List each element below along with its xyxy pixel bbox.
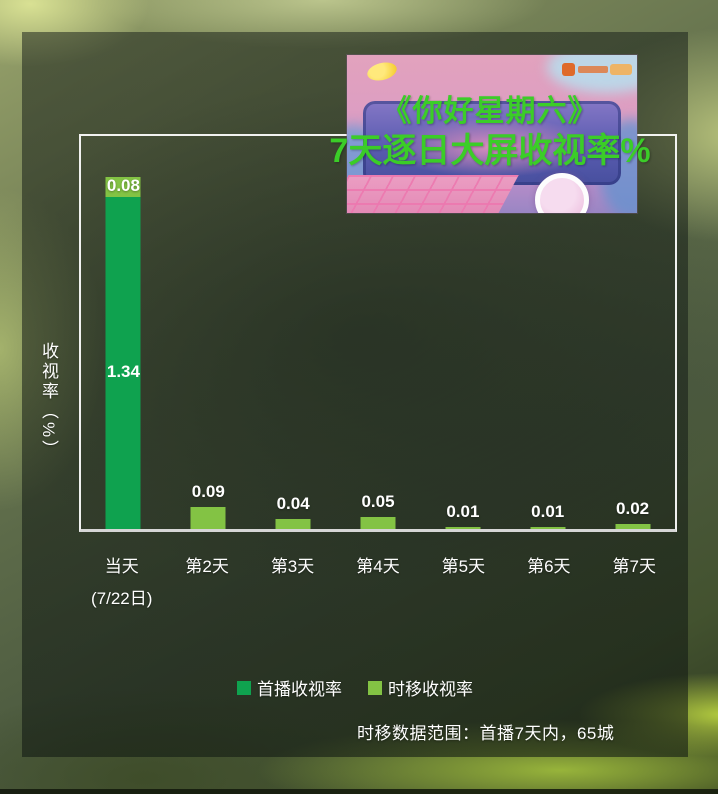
chart-title-line1: 《你好星期六》 — [381, 95, 599, 128]
bar-value-label: 0.01 — [446, 502, 480, 521]
promo-logo-banner — [363, 101, 621, 185]
broadcaster-logo-icon — [562, 63, 575, 76]
x-axis-label: 第7天 — [592, 544, 677, 609]
bar-column: 0.08 1.34 — [81, 136, 166, 529]
bar-value-label: 0.02 — [616, 499, 650, 518]
legend: 首播收视率 时移收视率 — [22, 675, 688, 700]
legend-item: 时移收视率 — [368, 675, 473, 700]
legend-swatch-icon — [368, 680, 382, 695]
x-axis-sublabel: (7/22日) — [91, 589, 153, 608]
x-axis-label-text: 第7天 — [612, 557, 656, 576]
legend-item: 首播收视率 — [237, 675, 342, 700]
bar-column: 0.05 — [336, 136, 421, 529]
bar-stack — [360, 517, 396, 529]
timeshift-bar-segment — [615, 524, 651, 529]
legend-swatch-icon — [237, 680, 251, 695]
timeshift-bar-segment — [530, 527, 566, 529]
bar-column: 0.09 — [166, 136, 251, 529]
mango-tv-logo-icon — [365, 59, 399, 84]
x-axis-label-text: 第6天 — [527, 557, 571, 576]
timeshift-bar-segment — [275, 519, 311, 529]
bar-column: 0.01 — [420, 136, 505, 529]
bottom-edge-shadow — [0, 789, 718, 794]
timeshift-bar-segment — [105, 177, 141, 197]
show-promo-image — [347, 55, 637, 213]
bar-stack — [615, 524, 651, 529]
bar-stack — [105, 177, 141, 529]
x-axis-label: 第5天 — [421, 544, 506, 609]
y-axis-title: 收视率（%） — [39, 342, 58, 461]
bar-column: 0.04 — [251, 136, 336, 529]
bar-stack — [445, 527, 481, 529]
chart-title-line2: 7天逐日大屏收视率% — [329, 132, 651, 170]
x-axis-label: 当天 (7/22日) — [79, 544, 164, 609]
bar-column: 0.02 — [590, 136, 675, 529]
bar-value-label: 0.01 — [531, 502, 565, 521]
partner-badge-icon — [610, 64, 632, 75]
timeshift-bar-segment — [445, 527, 481, 529]
x-axis-label-text: 当天 — [104, 557, 139, 576]
promo-grid-floor — [347, 175, 519, 213]
timeshift-bar-segment — [360, 517, 396, 529]
bar-value-label: 0.08 — [106, 176, 140, 195]
legend-label: 时移收视率 — [388, 680, 473, 699]
x-axis-label: 第6天 — [506, 544, 591, 609]
firstplay-bar-segment — [105, 196, 141, 529]
bar-value-label: 0.05 — [361, 492, 395, 511]
footnote-text: 时移数据范围：首播7天内，65城 — [357, 724, 615, 743]
timeshift-bar-segment — [190, 507, 226, 529]
bar-stack — [190, 507, 226, 529]
bar-stack — [530, 527, 566, 529]
x-axis-label: 第2天 — [164, 544, 249, 609]
firstplay-value-label: 1.34 — [106, 362, 140, 381]
x-axis-label-text: 第5天 — [441, 557, 486, 576]
chart-title: 《你好星期六》 7天逐日大屏收视率% — [262, 93, 718, 172]
promo-clock-circle — [535, 173, 589, 213]
bar-value-label: 0.09 — [191, 482, 225, 501]
bar-columns: 0.08 1.34 0.09 0.04 0.05 0.01 0.01 0.02 — [81, 136, 675, 529]
x-axis-label-text: 第2天 — [185, 557, 229, 576]
x-axis-label-text: 第3天 — [270, 557, 315, 576]
x-axis-label: 第4天 — [335, 544, 420, 609]
bar-value-label: 0.04 — [276, 494, 310, 513]
x-axis-label: 第3天 — [250, 544, 335, 609]
x-axis-labels: 当天 (7/22日) 第2天 第3天 第4天 第5天 第6天 第7天 — [79, 544, 677, 609]
bar-stack — [275, 519, 311, 529]
bar-column: 0.01 — [505, 136, 590, 529]
x-axis-label-text: 第4天 — [356, 557, 400, 576]
legend-label: 首播收视率 — [257, 680, 342, 699]
broadcaster-logo-text — [578, 66, 608, 73]
